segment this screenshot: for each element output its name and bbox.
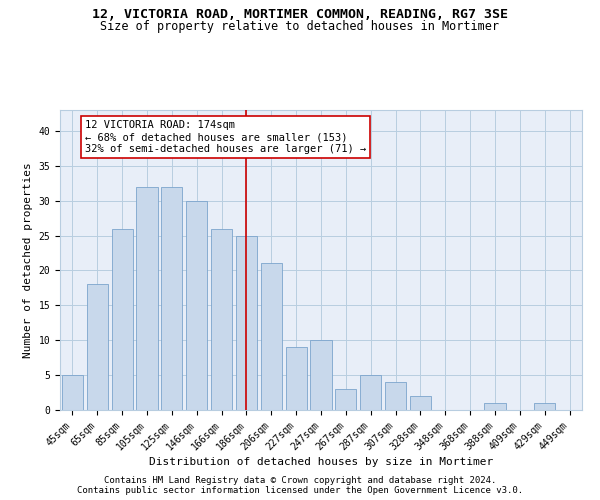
Bar [186,200,207,410]
Bar [211,228,232,410]
Bar [261,264,282,410]
Text: 12, VICTORIA ROAD, MORTIMER COMMON, READING, RG7 3SE: 12, VICTORIA ROAD, MORTIMER COMMON, READ… [92,8,508,20]
Bar [286,347,307,410]
Bar [87,284,108,410]
Bar [534,403,555,410]
Bar [335,389,356,410]
Bar [236,236,257,410]
Text: Size of property relative to detached houses in Mortimer: Size of property relative to detached ho… [101,20,499,33]
Bar [112,228,133,410]
Bar [410,396,431,410]
Bar [310,340,332,410]
Bar [360,375,381,410]
Bar [484,403,506,410]
Bar [385,382,406,410]
Text: 12 VICTORIA ROAD: 174sqm
← 68% of detached houses are smaller (153)
32% of semi-: 12 VICTORIA ROAD: 174sqm ← 68% of detach… [85,120,366,154]
Y-axis label: Number of detached properties: Number of detached properties [23,162,33,358]
Text: Contains public sector information licensed under the Open Government Licence v3: Contains public sector information licen… [77,486,523,495]
Bar [62,375,83,410]
Text: Contains HM Land Registry data © Crown copyright and database right 2024.: Contains HM Land Registry data © Crown c… [104,476,496,485]
Bar [161,186,182,410]
Bar [136,186,158,410]
X-axis label: Distribution of detached houses by size in Mortimer: Distribution of detached houses by size … [149,458,493,468]
